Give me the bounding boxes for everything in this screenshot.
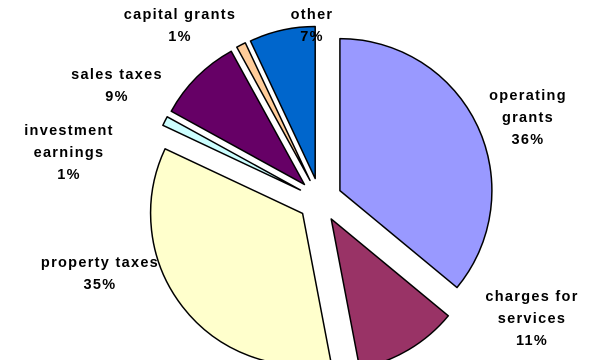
data-label-percent: 36% (512, 132, 545, 148)
data-label-category: earnings (34, 145, 105, 161)
data-label-category: investment (24, 123, 114, 139)
pie-slice-investment-earnings (162, 116, 302, 191)
pie-slice-other (249, 25, 316, 180)
pie-slice-operating-grants (339, 37, 493, 289)
data-label-category: property taxes (41, 255, 159, 271)
data-label-percent: 11% (516, 333, 548, 349)
data-label-operating-grants: operating grants 36% (489, 88, 567, 148)
data-label-category: services (498, 311, 566, 327)
data-label-percent: 9% (105, 89, 129, 105)
data-label-investment-earnings: investment earnings 1% (24, 123, 114, 183)
pie-slice-property-taxes (149, 148, 332, 360)
data-label-category: sales taxes (71, 67, 163, 83)
data-label-category: capital grants (124, 7, 236, 23)
data-label-category: grants (502, 110, 554, 126)
pie-labels: operating grants 36% charges for services 11%… (24, 7, 578, 349)
data-label-property-taxes: property taxes 35% (41, 255, 159, 293)
data-label-percent: 1% (168, 29, 192, 45)
data-label-category: operating (489, 88, 567, 104)
data-label-sales-taxes: sales taxes 9% (71, 67, 163, 105)
data-label-capital-grants: capital grants 1% (124, 7, 236, 45)
data-label-charges-for-services: charges for services 11% (485, 289, 578, 349)
data-label-category: charges for (485, 289, 578, 305)
data-label-percent: 1% (57, 167, 81, 183)
pie-slice-sales-taxes (170, 50, 306, 186)
pie-slice-capital-grants (236, 42, 311, 182)
pie-slice-charges-for-services (330, 218, 450, 360)
data-label-category: other (291, 7, 334, 23)
data-label-other: other 7% (291, 7, 334, 45)
pie-slices (149, 25, 493, 360)
data-label-percent: 7% (300, 29, 324, 45)
data-label-percent: 35% (84, 277, 117, 293)
